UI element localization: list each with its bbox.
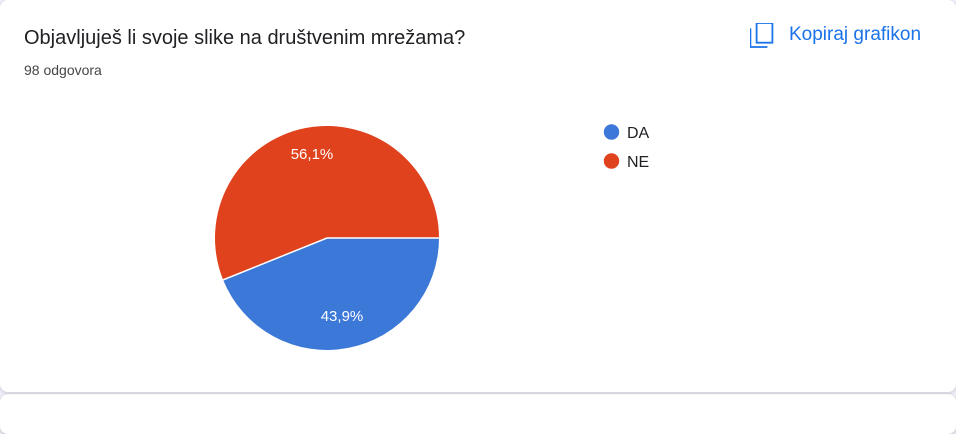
svg-text:43,9%: 43,9% <box>321 308 364 325</box>
svg-text:NE: NE <box>627 154 649 171</box>
svg-text:56,1%: 56,1% <box>291 146 334 163</box>
svg-text:DA: DA <box>627 125 650 142</box>
